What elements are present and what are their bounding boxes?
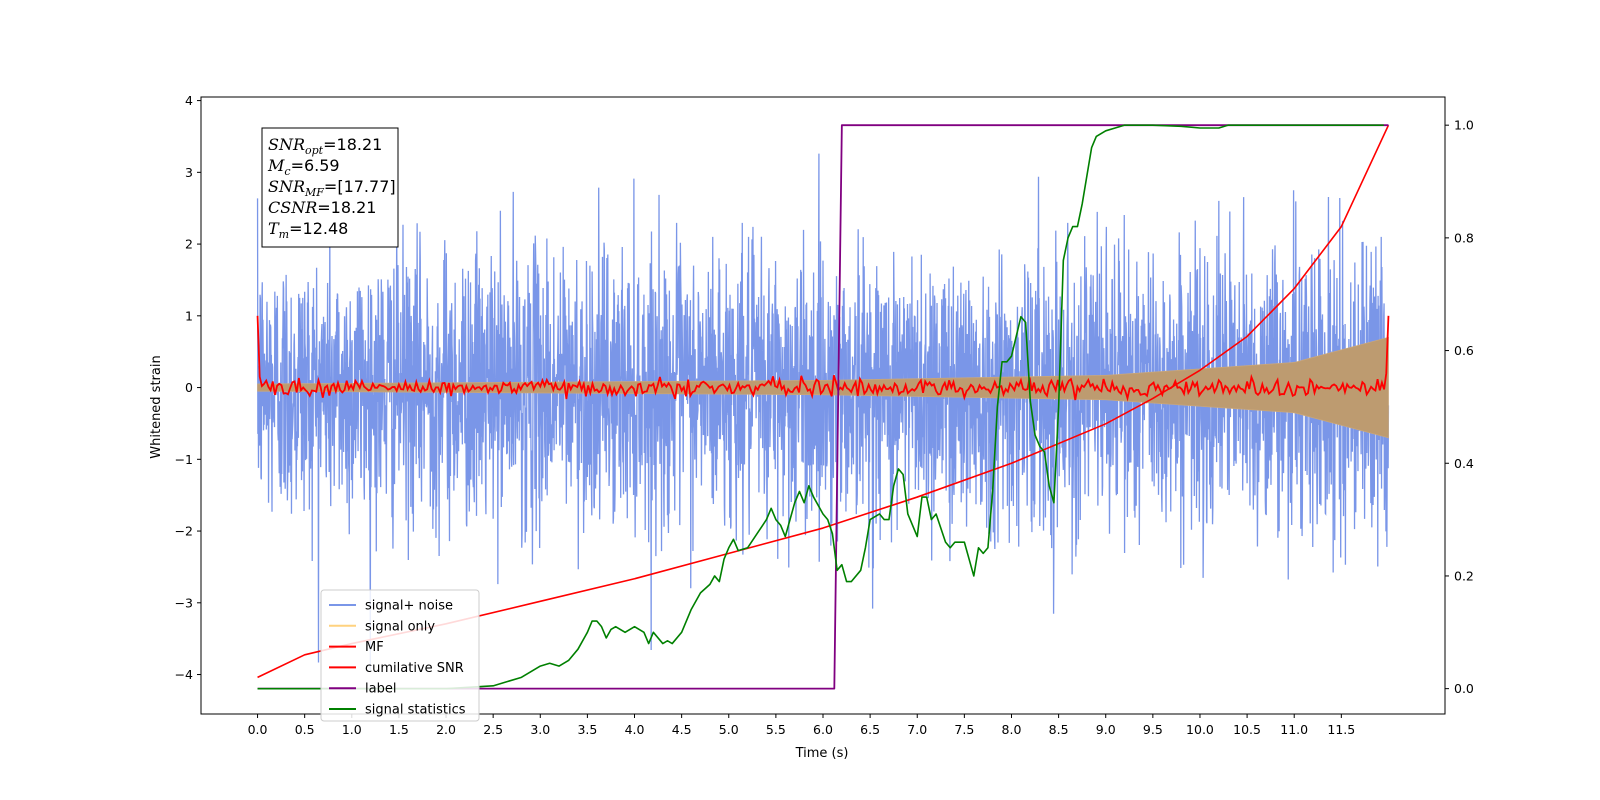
x-tick-label: 5.0 xyxy=(719,722,739,737)
annotation-line: Tm=12.48 xyxy=(268,219,348,241)
x-tick-label: 3.0 xyxy=(530,722,550,737)
x-tick-label: 4.5 xyxy=(672,722,692,737)
series-signal-statistics xyxy=(257,124,1384,690)
y-tick-label: −1 xyxy=(175,452,193,467)
x-tick-label: 10.5 xyxy=(1233,722,1261,737)
x-axis-title: Time (s) xyxy=(795,746,849,761)
annotation-line: CSNR=18.21 xyxy=(268,198,376,217)
x-tick-label: 9.5 xyxy=(1143,722,1163,737)
legend-label: label xyxy=(365,682,396,697)
annotation-line: Mc=6.59 xyxy=(267,156,340,178)
y-axis-left: 4 3 2 1 0 −1 −2 −3 −4 xyxy=(175,93,201,682)
y2-tick-label: 0.4 xyxy=(1454,456,1474,471)
x-tick-label: 11.0 xyxy=(1280,722,1308,737)
series-mf xyxy=(256,315,1390,402)
x-tick-label: 0.5 xyxy=(295,722,315,737)
x-tick-label: 0.0 xyxy=(248,722,268,737)
y-tick-label: 2 xyxy=(185,237,193,252)
y-tick-label: 3 xyxy=(185,165,193,180)
x-tick-label: 1.5 xyxy=(389,722,409,737)
x-tick-label: 6.5 xyxy=(860,722,880,737)
x-tick-label: 4.0 xyxy=(625,722,645,737)
y2-tick-label: 1.0 xyxy=(1454,118,1474,133)
series-label xyxy=(257,124,1389,690)
x-tick-label: 7.5 xyxy=(954,722,974,737)
x-tick-label: 2.0 xyxy=(436,722,456,737)
legend-label: signal only xyxy=(365,619,435,634)
x-tick-label: 2.5 xyxy=(483,722,503,737)
legend-label: signal statistics xyxy=(365,703,466,718)
legend: signal+ noise signal only MF cumilative SNR… xyxy=(320,589,480,722)
annotation-frame xyxy=(261,127,399,248)
stats-annotation-box: SNRopt=18.21Mc=6.59SNRMF=[17.77]CSNR=18.… xyxy=(261,127,399,248)
y2-tick-label: 0.0 xyxy=(1454,681,1474,696)
x-tick-label: 9.0 xyxy=(1096,722,1116,737)
y-tick-label: 0 xyxy=(185,380,193,395)
y-tick-label: 4 xyxy=(185,93,193,108)
y2-tick-label: 0.6 xyxy=(1454,343,1474,358)
annotation-line: SNRopt=18.21 xyxy=(268,135,382,157)
series-signal-noise xyxy=(256,153,1390,671)
x-tick-label: 5.5 xyxy=(766,722,786,737)
y-tick-label: 1 xyxy=(185,308,193,323)
x-tick-label: 6.0 xyxy=(813,722,833,737)
legend-label: MF xyxy=(365,640,384,655)
y-axis-title: Whitened strain xyxy=(149,355,164,458)
legend-frame xyxy=(320,589,480,722)
x-tick-label: 8.5 xyxy=(1049,722,1069,737)
legend-label: cumilative SNR xyxy=(365,661,464,676)
x-tick-label: 3.5 xyxy=(577,722,597,737)
x-tick-label: 11.5 xyxy=(1327,722,1355,737)
y-tick-label: −2 xyxy=(175,524,193,539)
y-axis-right: 1.0 0.8 0.6 0.4 0.2 0.0 xyxy=(1445,118,1474,696)
x-tick-label: 8.0 xyxy=(1002,722,1022,737)
y-tick-label: −4 xyxy=(175,667,193,682)
x-axis: 0.0 0.5 1.0 1.5 2.0 2.5 3.0 3.5 4.0 4.5 5.0 5.5 6.0 6… xyxy=(248,714,1355,737)
x-tick-label: 1.0 xyxy=(342,722,362,737)
annotation-line: SNRMF=[17.77] xyxy=(268,177,396,199)
y2-tick-label: 0.2 xyxy=(1454,568,1474,583)
y-tick-label: −3 xyxy=(175,595,193,610)
y2-tick-label: 0.8 xyxy=(1454,230,1474,245)
series-signal-only xyxy=(257,336,1389,439)
x-tick-label: 10.0 xyxy=(1186,722,1214,737)
legend-label: signal+ noise xyxy=(365,599,453,614)
x-tick-label: 7.0 xyxy=(907,722,927,737)
